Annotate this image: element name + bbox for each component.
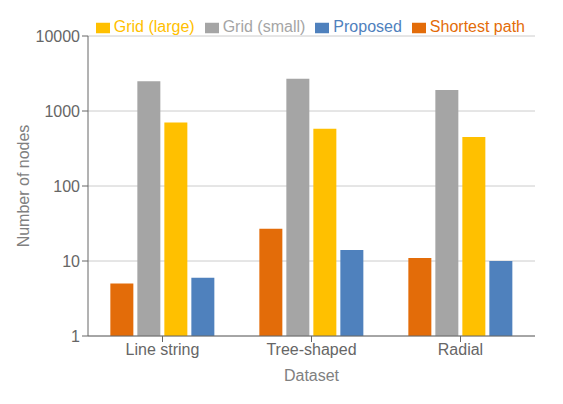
html-text:Shortest path: Shortest path [429, 18, 525, 35]
html-text:Grid (small): Grid (small) [222, 18, 306, 35]
svg-text:10000: 10000 [36, 28, 81, 45]
html-text:Grid (large): Grid (large) [113, 18, 195, 35]
svg-text:1: 1 [71, 328, 80, 345]
svg-text:Dataset: Dataset [284, 367, 340, 384]
svg-text:Number of nodes: Number of nodes [15, 125, 32, 248]
svg-text:1000: 1000 [44, 103, 80, 120]
svg-text:Tree-shaped: Tree-shaped [266, 341, 356, 358]
svg-text:Radial: Radial [438, 341, 483, 358]
html-text:Proposed: Proposed [333, 18, 402, 35]
svg-text:Line string: Line string [126, 341, 200, 358]
svg-text:100: 100 [53, 178, 80, 195]
svg-text:10: 10 [62, 253, 80, 270]
